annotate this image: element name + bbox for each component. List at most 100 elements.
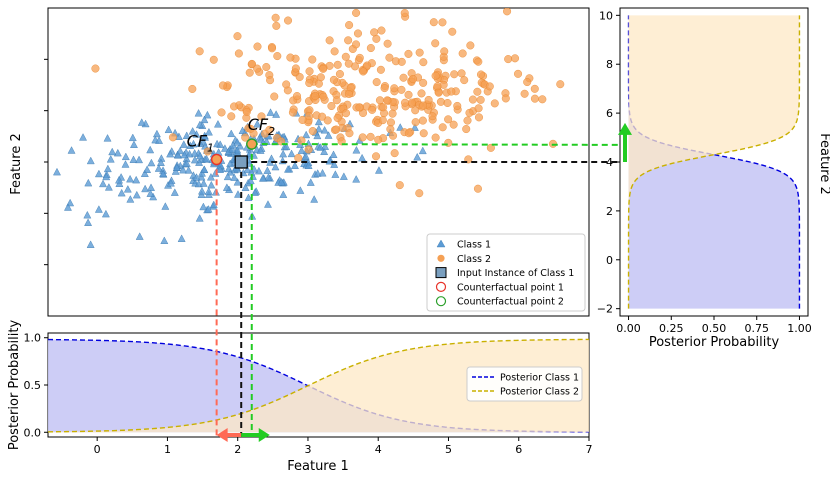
scatter-legend: Class 1 Class 2 Input Instance of Class 1 C… bbox=[426, 233, 586, 312]
bottom-x-tick-label: 0 bbox=[94, 443, 101, 456]
special-markers bbox=[210, 138, 258, 169]
class1-point bbox=[306, 178, 315, 186]
class1-point bbox=[192, 173, 201, 181]
scatter-legend-label: Class 1 bbox=[457, 240, 491, 251]
class1-point bbox=[277, 177, 286, 186]
class1-point bbox=[200, 115, 209, 124]
class2-point bbox=[319, 92, 328, 101]
class1-point bbox=[227, 129, 236, 137]
class2-point bbox=[271, 13, 280, 22]
class2-point bbox=[380, 84, 389, 93]
class2-point bbox=[372, 152, 381, 161]
class2-point bbox=[386, 118, 395, 127]
class2-point bbox=[411, 118, 420, 127]
class2-point bbox=[431, 133, 440, 142]
class2-point bbox=[474, 113, 483, 122]
class2-point bbox=[443, 98, 452, 107]
class2-point bbox=[457, 69, 466, 78]
class2-point bbox=[419, 78, 428, 87]
class1-point bbox=[174, 132, 183, 140]
class1-point bbox=[195, 120, 204, 129]
class1-point bbox=[177, 234, 186, 242]
class2-point bbox=[294, 153, 303, 162]
right-x-tick-label: 0.00 bbox=[616, 322, 641, 335]
class1-point bbox=[304, 161, 313, 169]
class1-point bbox=[224, 164, 233, 173]
class1-point bbox=[241, 183, 250, 191]
class2-point bbox=[556, 80, 565, 89]
class1-point bbox=[121, 152, 130, 161]
class2-point bbox=[247, 59, 256, 68]
class2-point bbox=[474, 104, 483, 113]
class1-point bbox=[174, 151, 182, 159]
right-y-tick-label: 6 bbox=[606, 107, 613, 120]
class2-point bbox=[418, 116, 427, 125]
class1-point bbox=[115, 175, 123, 184]
class2-point bbox=[538, 95, 547, 104]
class2-point bbox=[450, 70, 459, 79]
class1-point bbox=[155, 136, 163, 144]
class2-point bbox=[329, 75, 338, 84]
class2-point bbox=[530, 94, 539, 103]
right-y-label: Feature 2 bbox=[817, 133, 830, 195]
class2-point bbox=[245, 68, 254, 77]
class2-point bbox=[419, 129, 428, 138]
class2-point bbox=[344, 36, 353, 45]
scatter-legend-label: Class 2 bbox=[457, 254, 491, 265]
right-arrow-head bbox=[618, 122, 632, 135]
class1-point bbox=[318, 168, 327, 177]
class1-point bbox=[216, 165, 225, 173]
class2-point bbox=[295, 72, 304, 81]
class2-point bbox=[419, 58, 428, 67]
class2-point bbox=[436, 97, 445, 106]
class2-point bbox=[383, 96, 392, 105]
scatter-legend-box bbox=[426, 233, 586, 312]
bottom-x-tick-label: 4 bbox=[375, 443, 382, 456]
class2-point bbox=[330, 47, 339, 56]
class1-point bbox=[271, 162, 280, 171]
bottom-legend: Posterior Class 1 Posterior Class 2 bbox=[466, 366, 583, 402]
class1-point bbox=[132, 190, 141, 199]
class1-point bbox=[320, 126, 329, 134]
class2-point bbox=[293, 92, 302, 101]
class2-point bbox=[453, 101, 462, 110]
class1-point bbox=[296, 186, 305, 194]
cf1-annotation-sub: 1 bbox=[207, 141, 214, 154]
class2-point bbox=[408, 75, 417, 84]
class2-point bbox=[424, 95, 433, 104]
class2-point bbox=[352, 8, 361, 17]
bottom-fill-2 bbox=[48, 339, 589, 433]
class2-point bbox=[372, 78, 381, 87]
class2-point bbox=[462, 125, 471, 134]
class2-point bbox=[341, 52, 350, 61]
class2-point bbox=[297, 136, 306, 145]
class2-point bbox=[390, 149, 399, 158]
class2-point bbox=[404, 129, 413, 138]
bottom-x-tick-label: 1 bbox=[164, 443, 171, 456]
class1-point bbox=[79, 133, 87, 141]
class1-point bbox=[329, 150, 338, 158]
class2-point bbox=[342, 109, 351, 118]
right-fill-2 bbox=[628, 15, 800, 309]
cf2-marker bbox=[246, 138, 258, 150]
class1-point bbox=[154, 164, 163, 172]
right-x-tick-label: 0.75 bbox=[744, 322, 769, 335]
class1-point bbox=[413, 152, 422, 161]
class1-point bbox=[106, 155, 115, 163]
class1-point bbox=[200, 165, 209, 173]
class1-point bbox=[86, 240, 95, 248]
class2-point bbox=[168, 133, 177, 142]
class2-point bbox=[352, 40, 361, 49]
class1-point bbox=[230, 173, 239, 181]
class2-point bbox=[282, 80, 291, 89]
class1-point bbox=[302, 130, 311, 139]
class2-point bbox=[308, 127, 317, 136]
class2-point bbox=[242, 107, 251, 116]
class2-point bbox=[520, 89, 529, 98]
class2-point bbox=[473, 87, 482, 96]
class2-point bbox=[404, 90, 413, 99]
bottom-legend-label: Posterior Class 1 bbox=[500, 373, 579, 384]
class2-point bbox=[333, 113, 342, 122]
class2-point bbox=[355, 103, 364, 112]
